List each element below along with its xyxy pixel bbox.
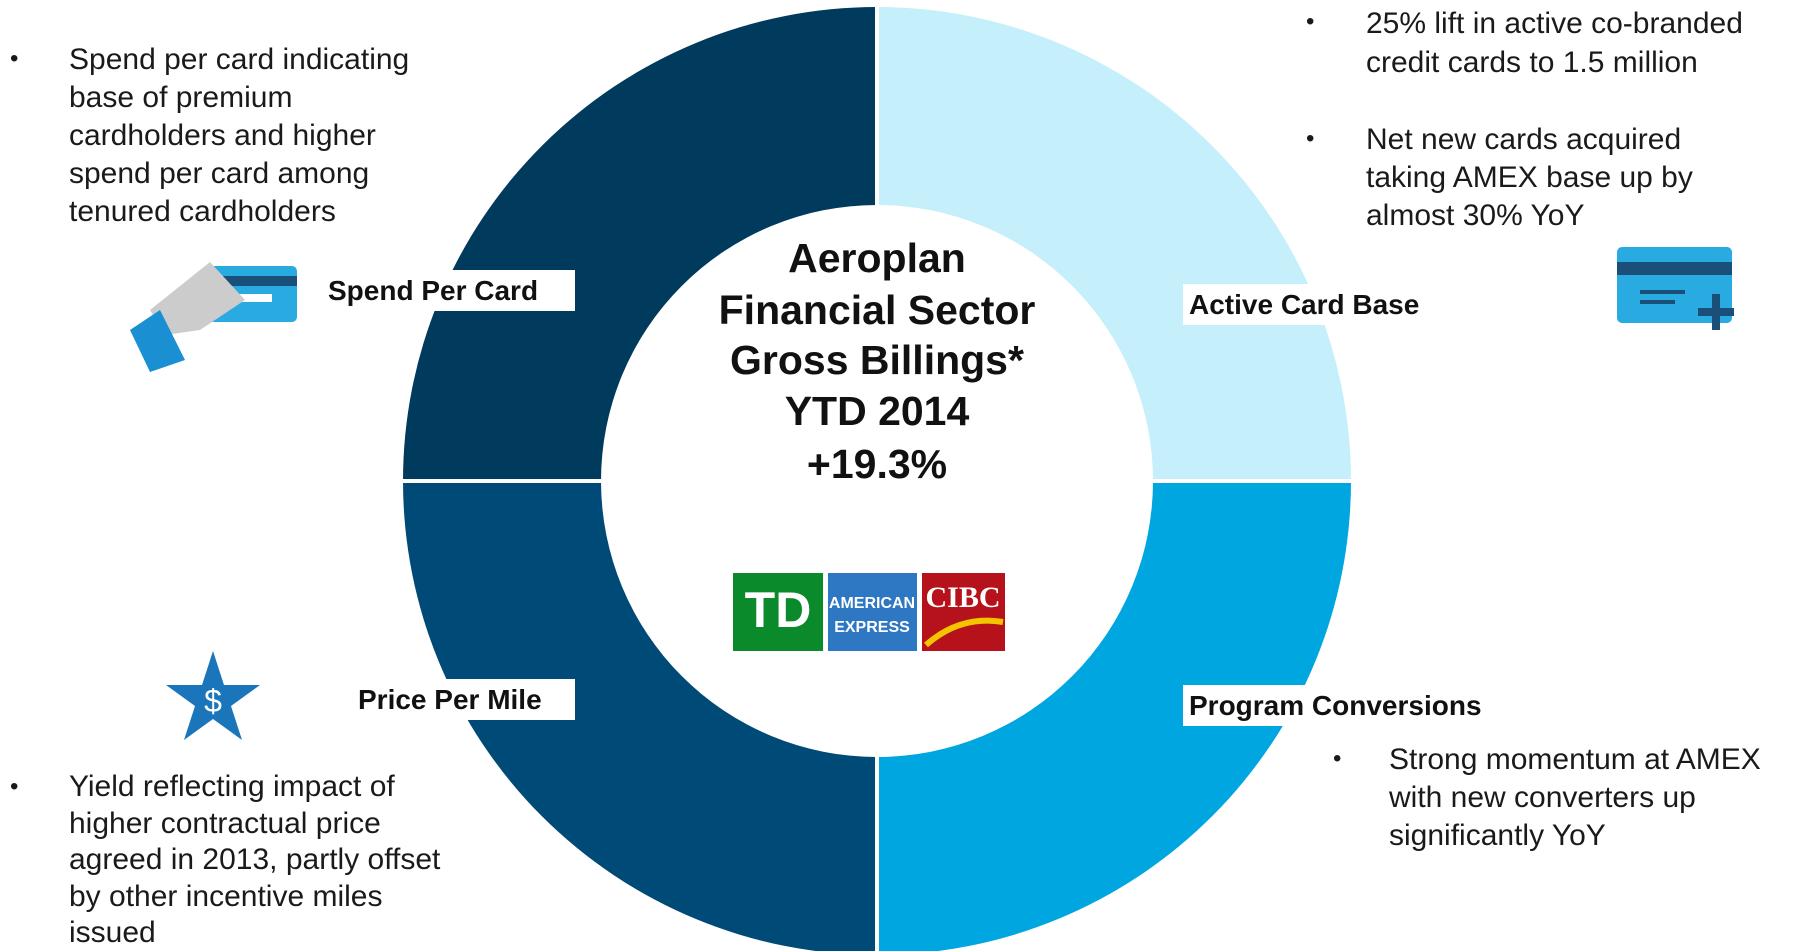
segment-label: Program Conversions bbox=[1183, 685, 1531, 726]
bullet-line: spend per card among bbox=[69, 157, 370, 190]
bullet-line: base of premium bbox=[69, 81, 293, 114]
svg-text:$: $ bbox=[204, 683, 222, 719]
bullet-line: agreed in 2013, partly offset bbox=[69, 843, 441, 876]
logo-text: AMERICAN bbox=[829, 595, 915, 612]
star-icon: $ bbox=[166, 651, 260, 740]
bullet-text: Spend per card indicating base of premium… bbox=[69, 41, 409, 231]
bullet-line: cardholders and higher bbox=[69, 119, 376, 152]
bullet-dot: • bbox=[10, 45, 19, 72]
td-logo bbox=[733, 573, 823, 651]
segment-spend bbox=[403, 7, 877, 481]
bullet-text: 25% lift in active co-branded credit card… bbox=[1366, 4, 1743, 82]
logo-text: EXPRESS bbox=[834, 619, 910, 636]
cibc-swoosh bbox=[924, 617, 1004, 648]
bullet-line: issued bbox=[69, 916, 156, 949]
bullet-line: tenured cardholders bbox=[69, 195, 336, 228]
segment-label: Active Card Base bbox=[1183, 284, 1462, 325]
center-title: Financial Sector bbox=[718, 287, 1036, 333]
bullet-line: with new converters up bbox=[1389, 781, 1696, 814]
bullet-text: Yield reflecting impact of higher contrac… bbox=[69, 769, 440, 952]
center-title: YTD 2014 bbox=[784, 388, 970, 434]
bullet-line: Yield reflecting impact of bbox=[69, 770, 395, 803]
bullet-text: Strong momentum at AMEX with new converte… bbox=[1389, 741, 1761, 855]
bullet-line: Spend per card indicating bbox=[69, 43, 410, 76]
card-hand-icon bbox=[130, 262, 297, 372]
segment-active bbox=[877, 7, 1351, 481]
bullet-line: credit cards to 1.5 million bbox=[1366, 46, 1698, 79]
bullet-dot: • bbox=[1333, 745, 1342, 772]
bullet-line: by other incentive miles bbox=[69, 879, 383, 913]
bullet-dot: • bbox=[1306, 125, 1315, 152]
bullet-line: 25% lift in active co-branded bbox=[1366, 7, 1743, 40]
bullet-line: significantly YoY bbox=[1389, 819, 1606, 852]
center-title: Gross Billings* bbox=[730, 337, 1024, 383]
segment-label: Spend Per Card bbox=[322, 270, 575, 311]
bullet-line: taking AMEX base up by bbox=[1366, 161, 1693, 194]
bullet-dot: • bbox=[10, 773, 19, 800]
bullet-line: higher contractual price bbox=[69, 806, 381, 840]
amex-logo bbox=[828, 573, 917, 651]
logo-text: CIBC bbox=[925, 581, 1000, 614]
segment-label: Price Per Mile bbox=[352, 679, 575, 720]
center-title: Aeroplan bbox=[788, 235, 966, 281]
bullet-line: Net new cards acquired bbox=[1366, 123, 1682, 156]
center-title: +19.3% bbox=[806, 441, 948, 487]
bullet-text: Net new cards acquired taking AMEX base u… bbox=[1366, 121, 1693, 235]
bullet-line: Strong momentum at AMEX bbox=[1389, 743, 1761, 776]
segment-price bbox=[403, 481, 877, 951]
bullet-line: almost 30% YoY bbox=[1366, 199, 1585, 232]
segment-program bbox=[877, 481, 1351, 951]
logo-text: TD bbox=[745, 582, 812, 638]
card-plus-icon bbox=[1617, 247, 1734, 330]
bullet-dot: • bbox=[1306, 8, 1315, 35]
